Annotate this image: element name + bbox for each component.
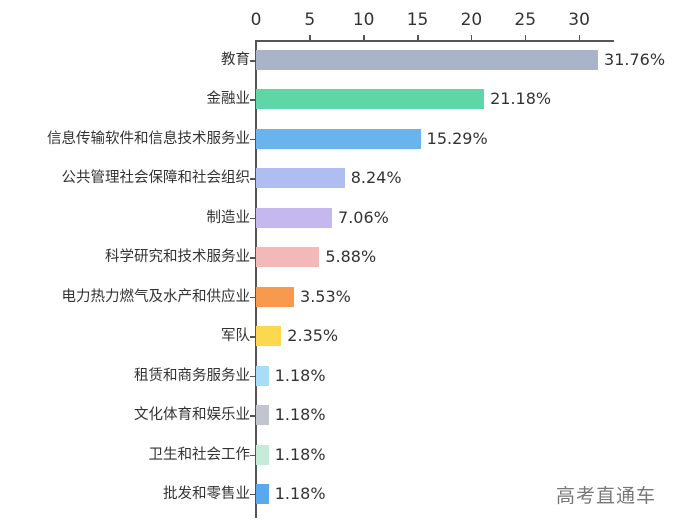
- category-label: 科学研究和技术服务业: [105, 249, 250, 266]
- y-tick-mark: [250, 60, 255, 62]
- value-label: 1.18%: [274, 444, 326, 464]
- value-label: 1.18%: [274, 405, 326, 425]
- bar-row: 公共管理社会保障和社会组织 8.24%: [0, 168, 691, 208]
- watermark: 高考直通车: [556, 485, 657, 507]
- bar-row: 卫生和社会工作 1.18%: [0, 444, 691, 485]
- bar-row: 批发和零售业 1.18%: [0, 483, 691, 524]
- y-tick-mark: [250, 493, 255, 496]
- x-tick-label: 15: [406, 10, 429, 30]
- y-tick-mark: [250, 257, 255, 259]
- value-label: 1.18%: [274, 365, 326, 385]
- bar-row: 科学研究和技术服务业 5.88%: [0, 247, 691, 287]
- value-label: 8.24%: [350, 168, 402, 188]
- x-tick-mark: [417, 35, 419, 41]
- bar: [256, 326, 282, 347]
- category-label: 教育: [221, 52, 250, 68]
- bar: [256, 50, 599, 70]
- y-tick-mark: [250, 217, 255, 220]
- bar-row: 信息传输软件和信息技术服务业 15.29%: [0, 128, 691, 169]
- x-tick-label: 25: [514, 10, 537, 30]
- y-axis-line: [255, 40, 257, 518]
- bar: [256, 207, 333, 228]
- bar-row: 文化体育和娱乐业 1.18%: [0, 405, 691, 445]
- value-label: 21.18%: [490, 89, 552, 109]
- y-tick-mark: [250, 138, 255, 141]
- x-tick-mark: [578, 35, 581, 41]
- bar-row: 教育 31.76%: [0, 50, 691, 90]
- value-label: 7.06%: [338, 207, 389, 227]
- bar: [256, 444, 269, 465]
- bar-row: 电力热力燃气及水产和供应业 3.53%: [0, 286, 691, 327]
- value-label: 15.29%: [426, 128, 488, 148]
- y-tick-mark: [250, 296, 255, 299]
- bar-row: 军队 2.35%: [0, 326, 691, 366]
- category-label: 制造业: [206, 209, 251, 226]
- value-label: 2.35%: [287, 326, 339, 346]
- category-label: 批发和零售业: [163, 485, 250, 502]
- category-label: 金融业: [206, 91, 251, 108]
- category-label: 租赁和商务服务业: [134, 367, 250, 384]
- category-label: 卫生和社会工作: [148, 446, 251, 463]
- category-label: 文化体育和娱乐业: [134, 407, 250, 424]
- bar: [256, 365, 269, 386]
- value-label: 1.18%: [274, 483, 326, 503]
- y-tick-mark: [250, 99, 255, 101]
- category-label: 信息传输软件和信息技术服务业: [47, 130, 250, 147]
- y-tick-mark: [250, 375, 255, 378]
- x-tick-mark: [470, 35, 473, 41]
- x-tick-mark: [524, 35, 527, 41]
- category-label: 电力热力燃气及水产和供应业: [61, 288, 251, 305]
- bar-row: 金融业 21.18%: [0, 89, 691, 129]
- bar: [256, 286, 295, 307]
- bar: [256, 247, 320, 268]
- bar: [256, 168, 345, 189]
- x-tick-label: 0: [250, 10, 262, 30]
- x-tick-label: 5: [304, 10, 316, 30]
- bar: [256, 89, 485, 110]
- bar-row: 租赁和商务服务业 1.18%: [0, 365, 691, 406]
- category-label: 军队: [221, 328, 250, 345]
- y-tick-mark: [250, 336, 255, 338]
- value-label: 5.88%: [325, 247, 377, 267]
- y-tick-mark: [250, 178, 255, 180]
- x-tick-mark: [363, 35, 365, 41]
- bar: [256, 128, 421, 149]
- value-label: 31.76%: [604, 50, 666, 69]
- x-tick-label: 10: [352, 10, 375, 30]
- x-tick-mark: [309, 35, 311, 41]
- bar: [256, 483, 269, 504]
- x-axis-line: [255, 40, 614, 42]
- bar-row: 制造业 7.06%: [0, 207, 691, 248]
- x-tick-label: 30: [568, 10, 590, 30]
- y-tick-mark: [250, 415, 255, 417]
- x-tick-label: 20: [460, 10, 483, 30]
- value-label: 3.53%: [300, 286, 351, 306]
- y-tick-mark: [250, 454, 255, 456]
- category-label: 公共管理社会保障和社会组织: [61, 170, 251, 187]
- bar: [256, 405, 269, 426]
